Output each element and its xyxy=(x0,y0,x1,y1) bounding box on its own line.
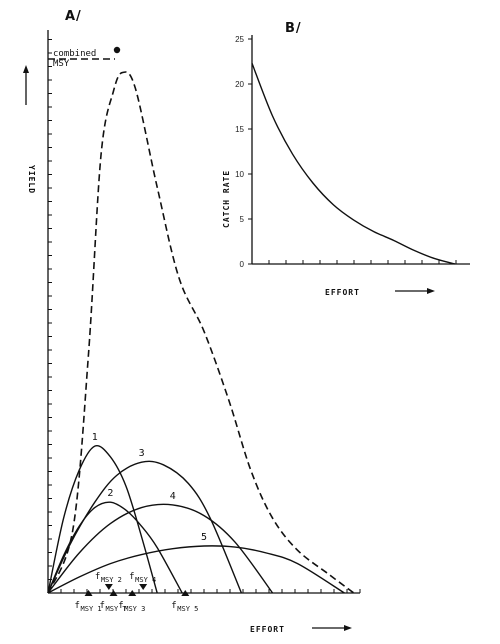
f-msy-label: f xyxy=(171,601,176,611)
ylabel-arrowhead xyxy=(23,65,29,73)
combined-msy-label: combined xyxy=(53,49,96,59)
f-msy-sub: MSY 5 xyxy=(177,605,198,613)
combined-msy-label-2: MSY xyxy=(53,59,70,69)
xlabel-arrowhead-a xyxy=(344,625,352,631)
f-msy-marker xyxy=(104,584,113,590)
f-msy-label: f xyxy=(129,572,134,582)
f-msy-sub: MSY T xyxy=(106,605,128,613)
f-msy-sub: MSY 1 xyxy=(81,605,102,613)
panel-b-curve xyxy=(251,63,456,265)
f-msy-marker xyxy=(181,590,190,596)
series-line-5 xyxy=(47,545,345,594)
f-msy-label: f xyxy=(118,601,123,611)
y-tick-label-b: 20 xyxy=(235,80,244,89)
panel-b-label: B/ xyxy=(285,21,302,36)
panel-b: B/ CATCH RATE 0 5 10 15 20 25 EFFORT xyxy=(222,21,470,297)
series-label-1: 1 xyxy=(92,432,98,443)
series-line-2 xyxy=(47,501,183,594)
catch-rate-line xyxy=(251,63,456,265)
y-tick-label-b: 10 xyxy=(235,170,244,179)
panel-a-markers: f MSY 1f MSY 2f MSY Tf MSY 3f MSY 4f MSY 5 xyxy=(75,572,199,613)
f-msy-sub: MSY 2 xyxy=(101,576,122,584)
series-line-combined xyxy=(47,71,355,594)
y-tick-label-b: 5 xyxy=(240,215,245,224)
panel-b-xlabel: EFFORT xyxy=(325,288,360,297)
xlabel-arrowhead-b xyxy=(427,288,435,294)
y-tick-label-b: 25 xyxy=(235,35,244,44)
f-msy-sub: MSY 4 xyxy=(135,576,156,584)
series-line-3 xyxy=(47,460,243,594)
f-msy-sub: MSY 3 xyxy=(124,605,145,613)
f-msy-marker xyxy=(109,590,118,596)
series-label-3: 3 xyxy=(139,448,145,459)
panel-a-label: A/ xyxy=(65,9,82,24)
panel-b-ylabel: CATCH RATE xyxy=(222,170,231,228)
y-tick-label-b: 15 xyxy=(235,125,244,134)
series-label-5: 5 xyxy=(201,532,207,543)
series-line-1 xyxy=(47,444,158,594)
panel-a-ylabel: YIELD xyxy=(27,165,36,194)
f-msy-label: f xyxy=(100,601,105,611)
panel-a-ticks xyxy=(47,39,361,594)
panel-a-curves: 1 2 3 4 5 xyxy=(47,71,355,594)
series-line-4 xyxy=(47,503,274,594)
series-label-4: 4 xyxy=(170,491,176,502)
panel-a-xlabel: EFFORT xyxy=(250,625,285,634)
panel-b-ticks: 0 5 10 15 20 25 xyxy=(235,35,457,269)
series-label-2: 2 xyxy=(107,488,113,499)
y-tick-label-b: 0 xyxy=(240,260,245,269)
combined-msy-marker xyxy=(113,46,121,54)
f-msy-label: f xyxy=(75,601,80,611)
f-msy-label: f xyxy=(95,572,100,582)
f-msy-marker xyxy=(128,590,137,596)
f-msy-marker xyxy=(139,584,148,590)
f-msy-marker xyxy=(84,590,93,596)
